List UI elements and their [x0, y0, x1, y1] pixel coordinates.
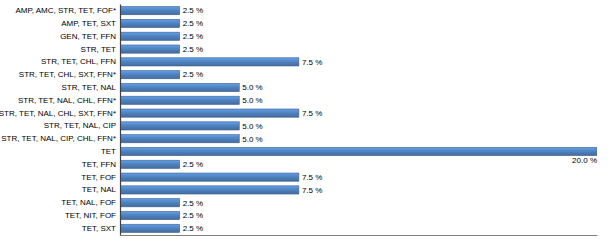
bar — [120, 32, 180, 40]
data-label: 2.5 % — [183, 211, 203, 220]
data-label: 2.5 % — [183, 32, 203, 41]
data-label: 7.5 % — [302, 58, 322, 67]
bar — [120, 71, 180, 79]
bar — [120, 211, 180, 219]
bar — [120, 173, 299, 181]
data-label: 5.0 % — [242, 96, 262, 105]
bar — [120, 199, 180, 207]
data-label: 20.0 % — [572, 156, 597, 165]
data-label: 7.5 % — [302, 173, 322, 182]
data-labels: 2.5 % 2.5 % 2.5 % 2.5 % 7.5 % 2.5 % 5.0 % 5.0 %… — [183, 6, 597, 233]
category-label: TET, NAL, FOF — [61, 198, 116, 207]
tick: TET, FOF — [81, 173, 120, 182]
bar — [120, 147, 597, 155]
category-label: STR, TET, NAL, CHL, FFN* — [18, 96, 116, 105]
category-label: TET, FOF — [81, 173, 116, 182]
bar — [120, 160, 180, 168]
data-label: 2.5 % — [183, 199, 203, 208]
category-label: TET, NAL — [82, 185, 117, 194]
tick: STR, TET, NAL, CHL, FFN* — [18, 96, 120, 105]
category-label: STR, TET, NAL, CHL, SXT, FFN* — [0, 109, 116, 118]
bar — [120, 96, 239, 104]
bar — [120, 224, 180, 232]
data-label: 7.5 % — [302, 109, 322, 118]
data-label: 2.5 % — [183, 160, 203, 169]
data-label: 7.5 % — [302, 186, 322, 195]
x-axis — [121, 235, 598, 236]
tick: TET, SXT — [82, 224, 120, 233]
category-label: STR, TET, NAL, CIP, CHL, FFN* — [1, 134, 116, 143]
category-label: STR, TET — [81, 45, 117, 54]
data-label: 2.5 % — [183, 6, 203, 15]
category-label: TET, SXT — [82, 224, 116, 233]
category-label: TET — [101, 147, 116, 156]
category-label: STR, TET, NAL — [61, 83, 116, 92]
bar — [120, 7, 180, 15]
bars — [120, 7, 597, 233]
tick: STR, TET, NAL, CIP — [44, 121, 120, 130]
category-label: AMP, AMC, STR, TET, FOF* — [15, 6, 116, 15]
data-label: 5.0 % — [242, 135, 262, 144]
tick: STR, TET, CHL, FFN — [41, 57, 120, 66]
bar — [120, 58, 299, 66]
data-label: 5.0 % — [242, 122, 262, 131]
category-label: AMP, TET, SXT — [61, 19, 116, 28]
data-label: 2.5 % — [183, 70, 203, 79]
data-label: 5.0 % — [242, 83, 262, 92]
y-axis-line — [120, 5, 121, 236]
chart: AMP, AMC, STR, TET, FOF* AMP, TET, SXT GEN… — [0, 0, 610, 239]
category-label: TET, FFN — [82, 160, 116, 169]
tick: TET, NIT, FOF — [65, 211, 120, 220]
category-label: TET, NIT, FOF — [65, 211, 116, 220]
tick: TET, FFN — [82, 160, 120, 169]
category-label: STR, TET, CHL, FFN — [41, 57, 116, 66]
tick: TET, NAL, FOF — [61, 198, 120, 207]
bar — [120, 83, 239, 91]
tick: AMP, AMC, STR, TET, FOF* — [15, 6, 120, 15]
bar — [120, 135, 239, 143]
tick: AMP, TET, SXT — [61, 19, 120, 28]
tick: STR, TET, NAL, CHL, SXT, FFN* — [0, 109, 120, 118]
tick: GEN, TET, FFN — [60, 32, 120, 41]
tick: STR, TET — [81, 45, 120, 54]
bar — [120, 109, 299, 117]
category-label: STR, TET, NAL, CIP — [44, 121, 116, 130]
category-label: GEN, TET, FFN — [60, 32, 116, 41]
data-label: 2.5 % — [183, 224, 203, 233]
tick: STR, TET, NAL, CIP, CHL, FFN* — [1, 134, 120, 143]
bar — [120, 19, 180, 27]
tick: TET — [101, 147, 120, 156]
tick: STR, TET, CHL, SXT, FFN* — [19, 70, 120, 79]
bar — [120, 45, 180, 53]
bar — [120, 186, 299, 194]
category-label: STR, TET, CHL, SXT, FFN* — [19, 70, 116, 79]
data-label: 2.5 % — [183, 19, 203, 28]
x-axis-line — [121, 235, 598, 236]
bar — [120, 122, 239, 130]
y-axis: AMP, AMC, STR, TET, FOF* AMP, TET, SXT GEN… — [0, 5, 121, 236]
data-label: 2.5 % — [183, 45, 203, 54]
tick: TET, NAL — [82, 185, 120, 194]
tick: STR, TET, NAL — [61, 83, 120, 92]
